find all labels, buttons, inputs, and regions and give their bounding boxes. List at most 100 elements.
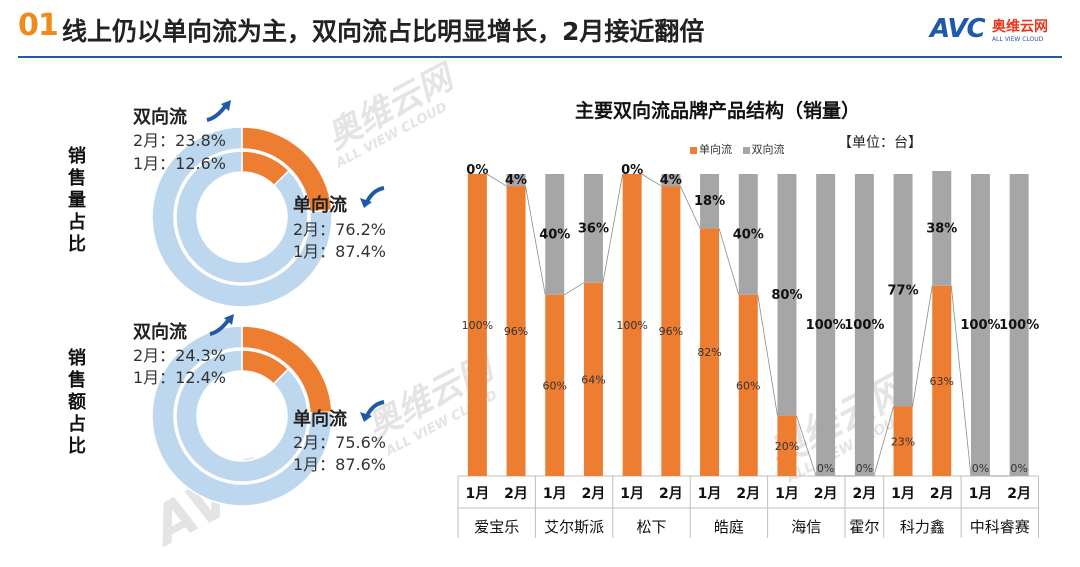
- brand-logo-cn: 奥维云网: [992, 19, 1048, 35]
- section-number: 01: [18, 8, 59, 43]
- bar-single-松下-1月: [622, 174, 642, 476]
- value-single-arrow-icon: [360, 400, 385, 422]
- bar-dual-松下-2月: [661, 174, 681, 187]
- label-single-松下-2月: 96%: [659, 325, 683, 338]
- bar-single-爱宝乐-1月: [467, 174, 487, 476]
- label-single-科力鑫-2月: 63%: [930, 375, 954, 388]
- slide-header: 01 线上仍以单向流为主，双向流占比明显增长，2月接近翻倍 AVC 奥维云网 A…: [0, 0, 1080, 56]
- brand-logo-en: ALL VIEW CLOUD: [992, 36, 1044, 43]
- value-single-title: 单向流: [293, 409, 347, 430]
- bar-chart-title: 主要双向流品牌产品结构（销量）: [575, 100, 861, 122]
- header-rule: [18, 56, 1062, 58]
- bar-dual-中科睿赛-1月: [970, 174, 990, 476]
- legend-swatch-dual: [742, 146, 750, 154]
- bar-dual-皓庭-2月: [738, 174, 758, 295]
- label-dual-霍尔-2月: 100%: [844, 318, 884, 333]
- bar-dual-科力鑫-1月: [893, 174, 913, 407]
- series-line-8: [796, 415, 817, 477]
- label-single-皓庭-2月: 60%: [736, 379, 760, 392]
- legend-label-single: 单向流: [699, 143, 732, 156]
- bar-dual-艾尔斯派-2月: [583, 174, 603, 283]
- tick-month-爱宝乐-1月: 1月: [465, 486, 489, 502]
- label-dual-松下-2月: 4%: [660, 173, 682, 188]
- bar-dual-皓庭-1月: [700, 174, 720, 229]
- bar-dual-科力鑫-2月: [932, 170, 952, 286]
- label-dual-海信-1月: 80%: [771, 288, 802, 303]
- tick-group-艾尔斯派: 艾尔斯派: [544, 518, 604, 536]
- volume-dual-feb: 2月：23.8%: [133, 131, 227, 150]
- series-line-10: [873, 406, 894, 477]
- series-line-3: [602, 173, 624, 283]
- label-dual-松下-1月: 0%: [621, 163, 643, 178]
- tick-month-皓庭-2月: 2月: [736, 486, 760, 502]
- bar-single-皓庭-1月: [700, 228, 720, 476]
- bar-single-海信-1月: [777, 415, 797, 476]
- label-dual-海信-2月: 100%: [806, 318, 846, 333]
- bar-single-松下-2月: [661, 186, 681, 476]
- label-dual-艾尔斯派-2月: 36%: [578, 221, 609, 236]
- volume-single-jan: 1月：87.4%: [293, 242, 387, 261]
- tick-month-科力鑫-1月: 1月: [891, 486, 915, 502]
- bar-chart-legend: 单向流 双向流: [690, 141, 785, 157]
- label-dual-艾尔斯派-1月: 40%: [539, 227, 570, 242]
- donut-slice-1月-单向流: [175, 349, 309, 483]
- watermark-cn-1: 奥维云网: [320, 58, 460, 158]
- brand-logo: AVC 奥维云网 ALL VIEW CLOUD: [930, 14, 1060, 50]
- tick-group-爱宝乐: 爱宝乐: [474, 518, 519, 536]
- bar-single-艾尔斯派-1月: [545, 294, 565, 476]
- donut-slice-2月-单向流: [151, 325, 333, 507]
- value-dual-jan: 1月：12.4%: [133, 368, 227, 387]
- donut-slice-2月-单向流: [151, 126, 333, 308]
- bar-single-艾尔斯派-2月: [583, 282, 603, 476]
- label-single-科力鑫-1月: 23%: [891, 435, 915, 448]
- tick-group-海信: 海信: [791, 518, 821, 536]
- series-line-6: [718, 228, 740, 295]
- value-single-jan: 1月：87.6%: [293, 455, 387, 474]
- tick-group-皓庭: 皓庭: [714, 518, 744, 536]
- series-line-12: [950, 285, 972, 477]
- bar-single-爱宝乐-2月: [506, 186, 526, 476]
- label-dual-中科睿赛-2月: 100%: [999, 318, 1039, 333]
- tick-group-中科睿赛: 中科睿赛: [970, 518, 1030, 536]
- series-line-1: [525, 186, 546, 295]
- tick-group-松下: 松下: [636, 518, 666, 536]
- tick-month-皓庭-1月: 1月: [698, 486, 722, 502]
- bar-dual-爱宝乐-2月: [506, 174, 526, 187]
- tick-month-艾尔斯派-1月: 1月: [543, 486, 567, 502]
- label-dual-科力鑫-1月: 77%: [887, 283, 918, 298]
- tick-group-霍尔: 霍尔: [849, 518, 879, 536]
- bar-single-皓庭-2月: [738, 294, 758, 476]
- value-share-label: 销售额占比: [68, 348, 86, 457]
- page-title: 线上仍以单向流为主，双向流占比明显增长，2月接近翻倍: [62, 17, 705, 46]
- legend-label-dual: 双向流: [751, 143, 785, 156]
- series-line-7: [757, 294, 778, 416]
- label-single-中科睿赛-1月: 0%: [972, 462, 989, 475]
- bar-single-科力鑫-2月: [932, 285, 952, 476]
- value-dual-title: 双向流: [133, 322, 187, 343]
- tick-month-霍尔-2月: 2月: [852, 486, 876, 502]
- label-dual-爱宝乐-2月: 4%: [505, 173, 527, 188]
- value-single-feb: 2月：75.6%: [293, 433, 387, 452]
- tick-month-科力鑫-2月: 2月: [930, 486, 954, 502]
- label-single-霍尔-2月: 0%: [856, 462, 873, 475]
- label-single-松下-1月: 100%: [616, 319, 647, 332]
- volume-dual-arrow-icon: [206, 100, 231, 122]
- volume-donut-chart: [151, 126, 333, 308]
- label-single-皓庭-1月: 82%: [697, 346, 721, 359]
- volume-dual-title: 双向流: [133, 107, 187, 128]
- bar-single-科力鑫-1月: [893, 406, 913, 476]
- label-single-爱宝乐-2月: 96%: [504, 325, 528, 338]
- value-dual-arrow-icon: [209, 314, 234, 336]
- bar-dual-霍尔-2月: [854, 174, 874, 476]
- label-single-海信-1月: 20%: [775, 440, 799, 453]
- label-dual-皓庭-2月: 40%: [733, 227, 764, 242]
- label-single-海信-2月: 0%: [817, 462, 834, 475]
- label-single-艾尔斯派-2月: 64%: [581, 373, 605, 386]
- bar-dual-海信-1月: [777, 174, 797, 416]
- volume-single-title: 单向流: [293, 195, 347, 216]
- label-dual-科力鑫-2月: 38%: [926, 221, 957, 236]
- bar-chart-unit: 【单位：台】: [838, 135, 922, 151]
- donut-slice-1月-单向流: [175, 150, 309, 284]
- bar-dual-海信-2月: [816, 174, 836, 476]
- volume-share-label: 销售量占比: [68, 146, 86, 255]
